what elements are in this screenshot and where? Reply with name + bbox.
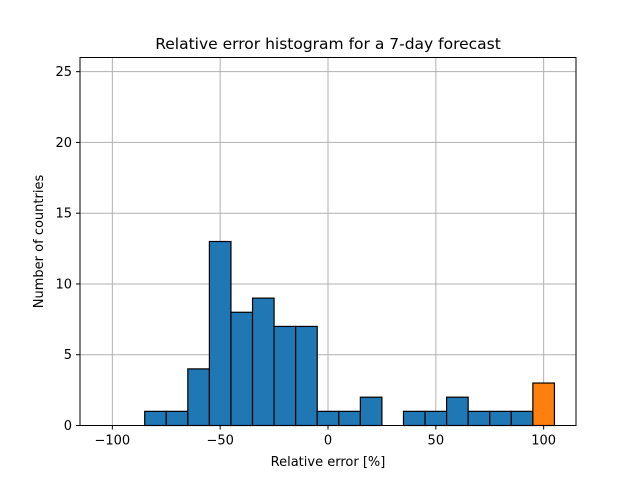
x-tick-label: −50 <box>206 434 233 449</box>
chart-title: Relative error histogram for a 7-day for… <box>155 35 501 53</box>
x-tick-label: 100 <box>531 434 556 449</box>
y-tick-label: 0 <box>64 419 72 434</box>
axis-ticks: −100 −50 0 50 100 0 5 10 15 20 25 <box>55 65 556 448</box>
y-tick-label: 5 <box>64 348 72 363</box>
histogram-bar <box>424 410 448 427</box>
y-axis-label: Number of countries <box>32 175 47 309</box>
y-tick-label: 20 <box>55 136 72 151</box>
x-tick-label: 50 <box>428 434 445 449</box>
histogram-bar <box>510 410 534 427</box>
histogram-bar <box>489 410 512 427</box>
histogram-bar-highlight <box>532 382 556 427</box>
histogram-bar <box>295 325 318 427</box>
histogram-bar <box>187 368 210 427</box>
histogram-bar <box>446 396 469 427</box>
histogram-bar <box>338 410 361 427</box>
histogram-bar <box>144 410 167 427</box>
x-tick-label: 0 <box>324 434 332 449</box>
y-tick-label: 25 <box>55 65 72 80</box>
histogram-bar <box>208 240 232 427</box>
y-tick-label: 15 <box>55 207 72 222</box>
y-tick-label: 10 <box>55 277 72 292</box>
histogram-bar <box>316 410 340 427</box>
x-tick-label: −100 <box>94 434 130 449</box>
histogram-bar <box>273 325 297 427</box>
histogram-bar <box>165 410 189 427</box>
histogram-bar <box>251 297 275 427</box>
x-axis-label: Relative error [%] <box>271 455 386 470</box>
histogram-bar <box>230 311 254 427</box>
histogram-bar <box>359 396 383 427</box>
histogram-bar <box>402 410 426 427</box>
histogram-bar <box>467 410 491 427</box>
